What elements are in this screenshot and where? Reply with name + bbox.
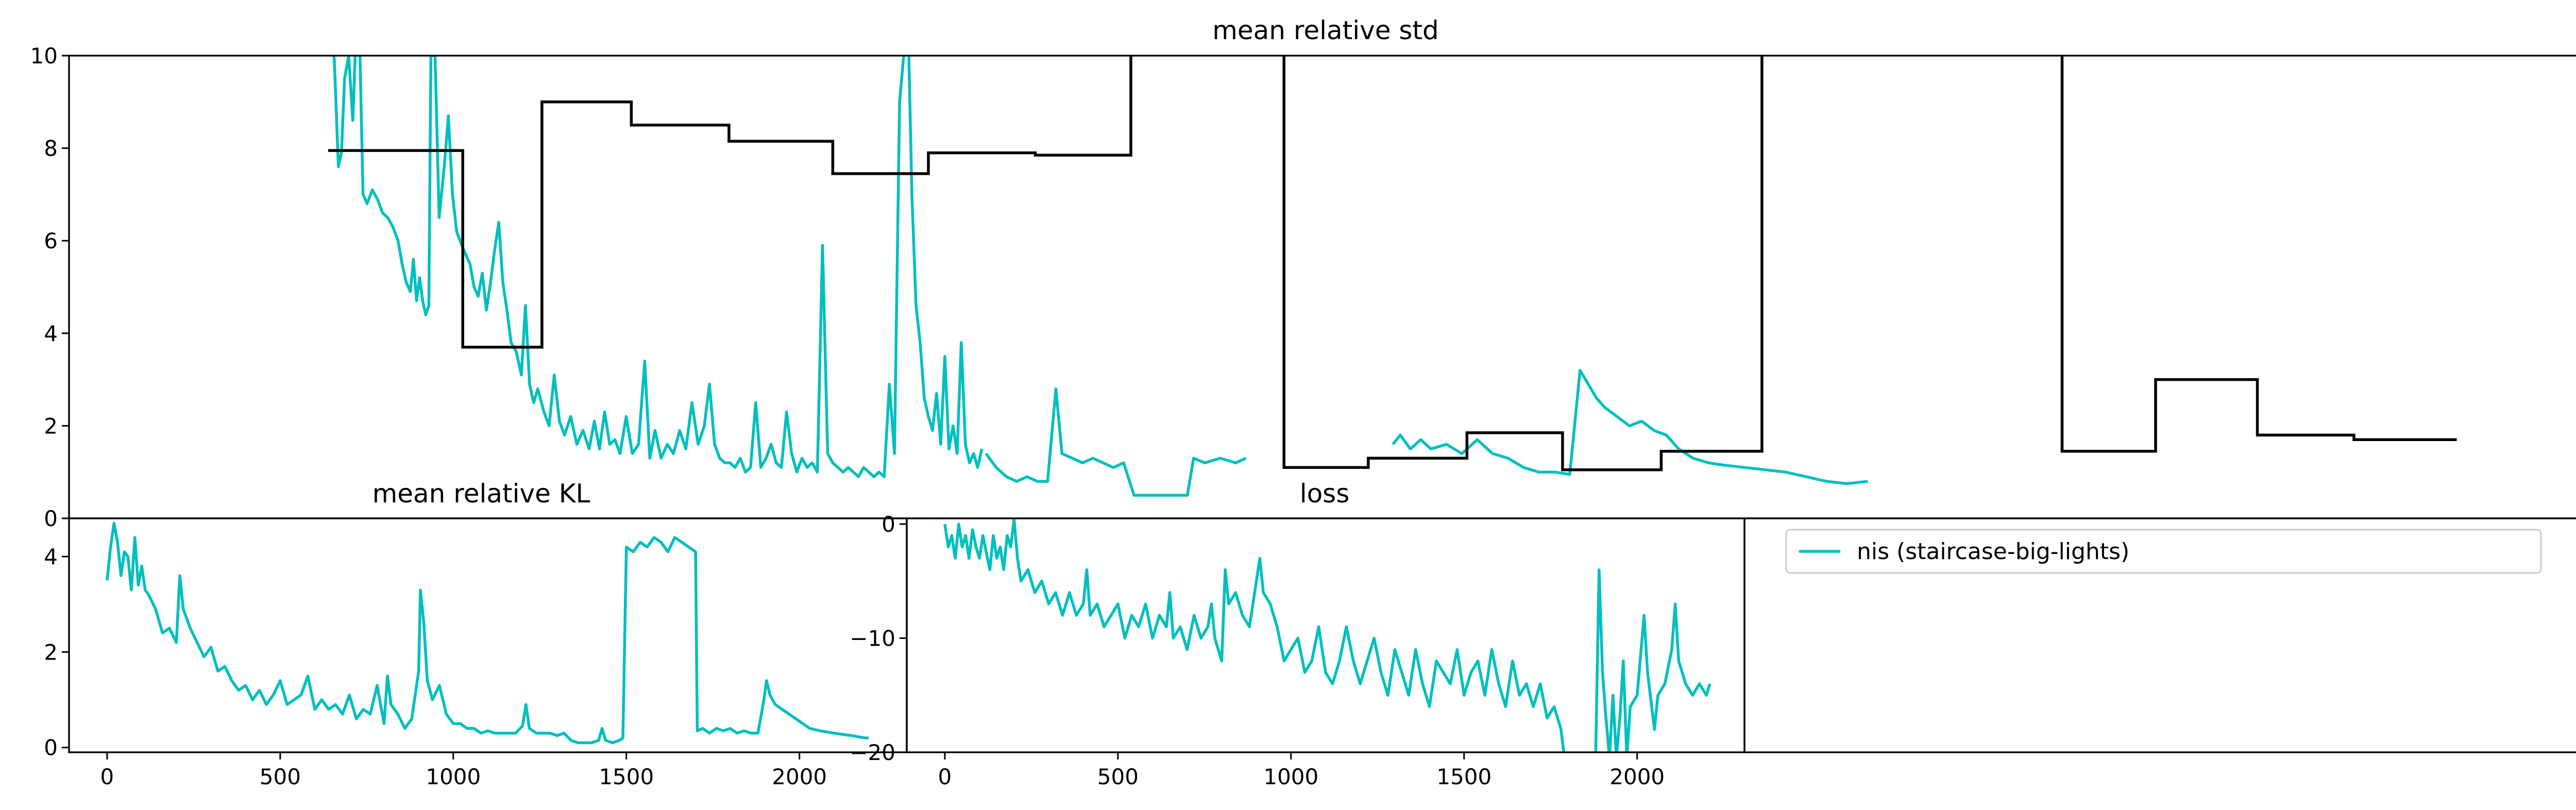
std-series-nis-segment-2 bbox=[1392, 368, 1868, 485]
kl-ytick-label: 4 bbox=[44, 544, 58, 569]
loss-ytick-label: −20 bbox=[850, 740, 895, 765]
panel-mean-relative-kl: mean relative KL 0 2 4 0 500 1000 1500 2000 bbox=[44, 479, 908, 789]
legend-box bbox=[1785, 529, 2542, 574]
kl-series-nis bbox=[106, 521, 869, 745]
std-series-nis-segment-0 bbox=[332, 56, 984, 478]
std-ytick-label: 10 bbox=[30, 43, 58, 69]
std-series-reference-segment-1 bbox=[1282, 56, 1764, 471]
loss-xtick-label: 2000 bbox=[1609, 764, 1665, 789]
std-ytick-label: 8 bbox=[44, 136, 58, 161]
kl-x-axis: 0 500 1000 1500 2000 bbox=[100, 752, 827, 789]
legend-label: nis (staircase-big-lights) bbox=[1857, 538, 2129, 565]
std-plot-area bbox=[328, 56, 2457, 497]
kl-xtick-label: 2000 bbox=[772, 764, 827, 789]
loss-xtick-label: 500 bbox=[1097, 764, 1139, 789]
legend-panel-frame bbox=[1743, 517, 2576, 753]
kl-title: mean relative KL bbox=[372, 479, 590, 509]
std-ytick-label: 0 bbox=[44, 506, 58, 531]
std-series-nis-segment-1 bbox=[985, 387, 1247, 497]
loss-title: loss bbox=[1300, 479, 1350, 509]
loss-y-axis: 0 −10 −20 bbox=[850, 512, 907, 765]
std-ytick-label: 2 bbox=[44, 413, 58, 438]
std-series-reference-segment-2 bbox=[2060, 56, 2457, 453]
loss-ytick-label: −10 bbox=[850, 626, 895, 651]
kl-ytick-label: 0 bbox=[44, 735, 58, 761]
kl-y-axis: 0 2 4 bbox=[44, 544, 69, 761]
loss-xtick-label: 0 bbox=[938, 764, 952, 789]
kl-plot-area bbox=[106, 521, 869, 745]
kl-xtick-label: 500 bbox=[260, 764, 301, 789]
panel-mean-relative-std: mean relative std 0 2 4 6 8 10 bbox=[30, 15, 2576, 531]
std-ytick-label: 6 bbox=[44, 228, 58, 254]
loss-x-axis: 0 500 1000 1500 2000 bbox=[938, 752, 1665, 789]
kl-xtick-label: 1000 bbox=[426, 764, 481, 789]
loss-ytick-label: 0 bbox=[882, 512, 895, 537]
kl-xtick-label: 0 bbox=[100, 764, 114, 789]
kl-ytick-label: 2 bbox=[44, 639, 58, 665]
std-y-axis: 0 2 4 6 8 10 bbox=[30, 43, 69, 531]
loss-plot-area bbox=[943, 518, 1711, 752]
std-series-reference-segment-0 bbox=[328, 56, 1132, 349]
loss-series-nis bbox=[943, 518, 1711, 752]
panel-legend: nis (staircase-big-lights) bbox=[1743, 517, 2576, 753]
std-title: mean relative std bbox=[1212, 15, 1439, 45]
kl-xtick-label: 1500 bbox=[599, 764, 654, 789]
std-ytick-label: 4 bbox=[44, 321, 58, 346]
loss-xtick-label: 1500 bbox=[1436, 764, 1492, 789]
loss-xtick-label: 1000 bbox=[1263, 764, 1318, 789]
